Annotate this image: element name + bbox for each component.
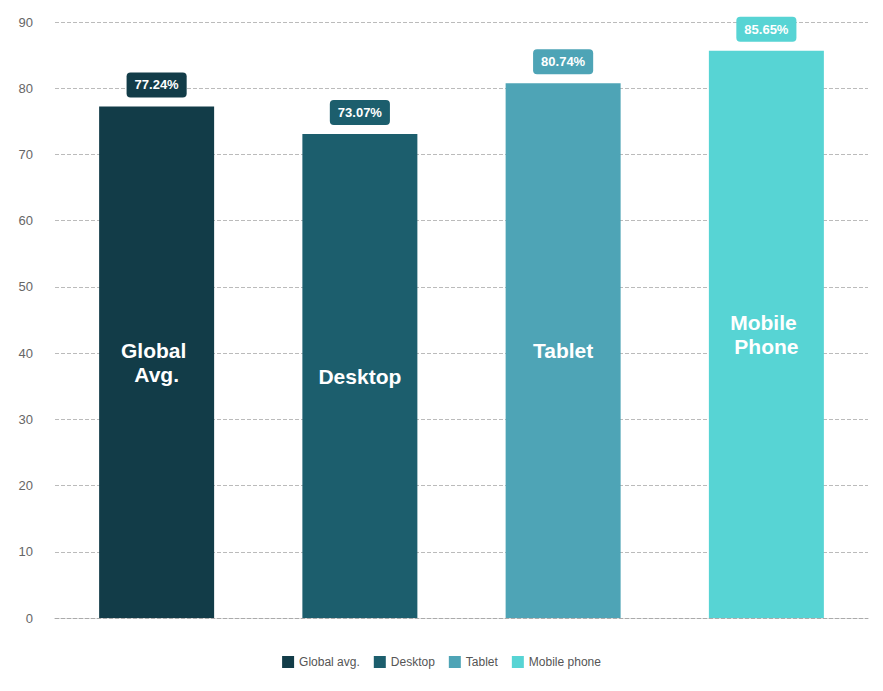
svg-text:10: 10	[19, 544, 33, 559]
svg-text:Mobile phone: Mobile phone	[529, 655, 601, 669]
svg-text:Avg.: Avg.	[134, 363, 179, 386]
svg-text:90: 90	[19, 15, 33, 30]
svg-text:73.07%: 73.07%	[338, 105, 383, 120]
svg-text:Desktop: Desktop	[318, 365, 401, 388]
svg-text:70: 70	[19, 147, 33, 162]
svg-text:Tablet: Tablet	[533, 339, 593, 362]
svg-text:77.24%: 77.24%	[135, 77, 180, 92]
svg-text:Tablet: Tablet	[466, 655, 499, 669]
svg-text:0: 0	[26, 611, 33, 626]
svg-text:60: 60	[19, 213, 33, 228]
svg-text:Global: Global	[121, 339, 192, 362]
svg-text:Global avg.: Global avg.	[299, 655, 360, 669]
svg-text:80.74%: 80.74%	[541, 54, 586, 69]
svg-text:85.65%: 85.65%	[744, 22, 789, 37]
svg-text:Mobile: Mobile	[730, 311, 802, 334]
svg-text:30: 30	[19, 412, 33, 427]
svg-text:Desktop: Desktop	[391, 655, 435, 669]
svg-text:Phone: Phone	[734, 335, 798, 358]
svg-text:50: 50	[19, 279, 33, 294]
svg-text:20: 20	[19, 478, 33, 493]
svg-text:40: 40	[19, 346, 33, 361]
svg-text:80: 80	[19, 81, 33, 96]
